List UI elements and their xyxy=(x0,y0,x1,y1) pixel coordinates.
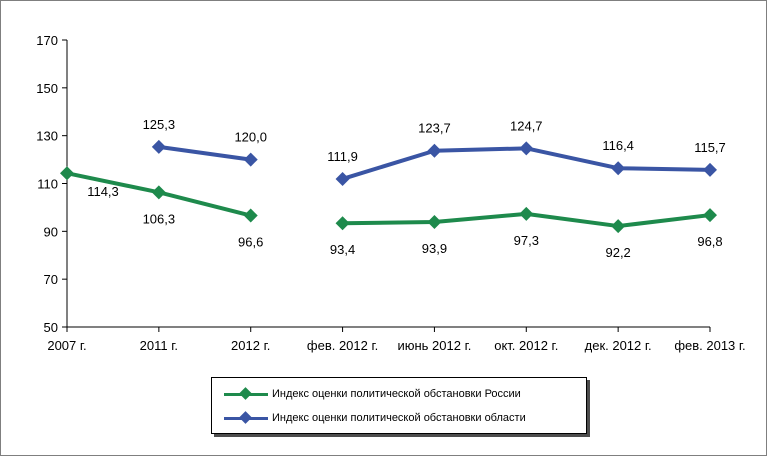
data-label-region-1: 125,3 xyxy=(143,117,176,132)
series-markers xyxy=(60,139,717,234)
data-label-russia-4: 93,9 xyxy=(422,241,447,256)
data-label-russia-2: 96,6 xyxy=(238,235,263,250)
data-label-region-2: 120,0 xyxy=(234,130,267,145)
legend-item-region: Индекс оценки политической обстановки об… xyxy=(224,409,526,427)
y-tick-label-70: 70 xyxy=(44,272,58,287)
marker-russia-6 xyxy=(611,219,626,234)
data-label-region-5: 124,7 xyxy=(510,118,543,133)
legend-swatch-russia xyxy=(224,387,268,401)
marker-russia-4 xyxy=(427,215,442,230)
marker-russia-3 xyxy=(335,216,350,231)
y-tick-label-170: 170 xyxy=(36,33,58,48)
data-label-russia-3: 93,4 xyxy=(330,242,355,257)
x-tick-label-7: фев. 2013 г. xyxy=(674,338,745,353)
data-label-region-6: 116,4 xyxy=(602,138,634,153)
x-tick-label-3: фев. 2012 г. xyxy=(307,338,378,353)
marker-russia-1 xyxy=(151,185,166,200)
marker-region-6 xyxy=(611,161,626,176)
marker-russia-0 xyxy=(60,166,74,181)
data-label-region-3: 111,9 xyxy=(327,149,358,164)
data-label-russia-6: 92,2 xyxy=(605,245,630,260)
data-label-region-4: 123,7 xyxy=(418,121,451,136)
marker-russia-2 xyxy=(243,208,258,223)
marker-russia-7 xyxy=(703,208,717,223)
data-labels: 114,3 106,3 96,6 93,4 93,9 97,3 92,2 96,8 125,3 1… xyxy=(87,117,726,260)
x-tick-label-4: июнь 2012 г. xyxy=(397,338,471,353)
y-tick-label-130: 130 xyxy=(36,129,58,144)
series-line-region-0 xyxy=(158,144,251,162)
legend-label-russia: Индекс оценки политической обстановки Ро… xyxy=(272,388,521,400)
y-tick-label-110: 110 xyxy=(37,177,58,192)
y-tick-labels: 50 70 90 110 130 150 170 xyxy=(36,33,58,335)
x-tick-label-0: 2007 г. xyxy=(47,338,86,353)
data-label-russia-5: 97,3 xyxy=(514,233,539,248)
marker-russia-5 xyxy=(519,206,534,221)
y-tick-label-50: 50 xyxy=(44,320,58,335)
data-label-russia-7: 96,8 xyxy=(697,234,722,249)
data-label-russia-0: 114,3 xyxy=(87,184,119,199)
marker-region-5 xyxy=(519,141,534,156)
x-tick-label-1: 2011 г. xyxy=(140,338,178,353)
x-tick-labels: 2007 г. 2011 г. 2012 г. фев. 2012 г. июнь 20… xyxy=(47,338,745,353)
legend-swatch-region xyxy=(224,411,268,425)
marker-region-3 xyxy=(335,171,350,186)
marker-region-1 xyxy=(151,139,166,154)
legend-label-region: Индекс оценки политической обстановки об… xyxy=(272,412,526,424)
data-label-russia-1: 106,3 xyxy=(143,211,176,226)
marker-region-4 xyxy=(427,143,442,158)
legend-item-russia: Индекс оценки политической обстановки Ро… xyxy=(224,385,521,403)
marker-region-2 xyxy=(243,152,258,167)
data-label-region-7: 115,7 xyxy=(694,140,726,155)
x-tick-label-6: дек. 2012 г. xyxy=(585,338,652,353)
marker-region-7 xyxy=(703,162,717,177)
x-tick-label-2: 2012 г. xyxy=(231,338,270,353)
y-tick-label-150: 150 xyxy=(36,81,58,96)
x-tick-label-5: окт. 2012 г. xyxy=(494,338,558,353)
legend: Индекс оценки политической обстановки Ро… xyxy=(211,377,587,434)
y-tick-label-90: 90 xyxy=(44,224,58,239)
axes xyxy=(62,39,711,332)
